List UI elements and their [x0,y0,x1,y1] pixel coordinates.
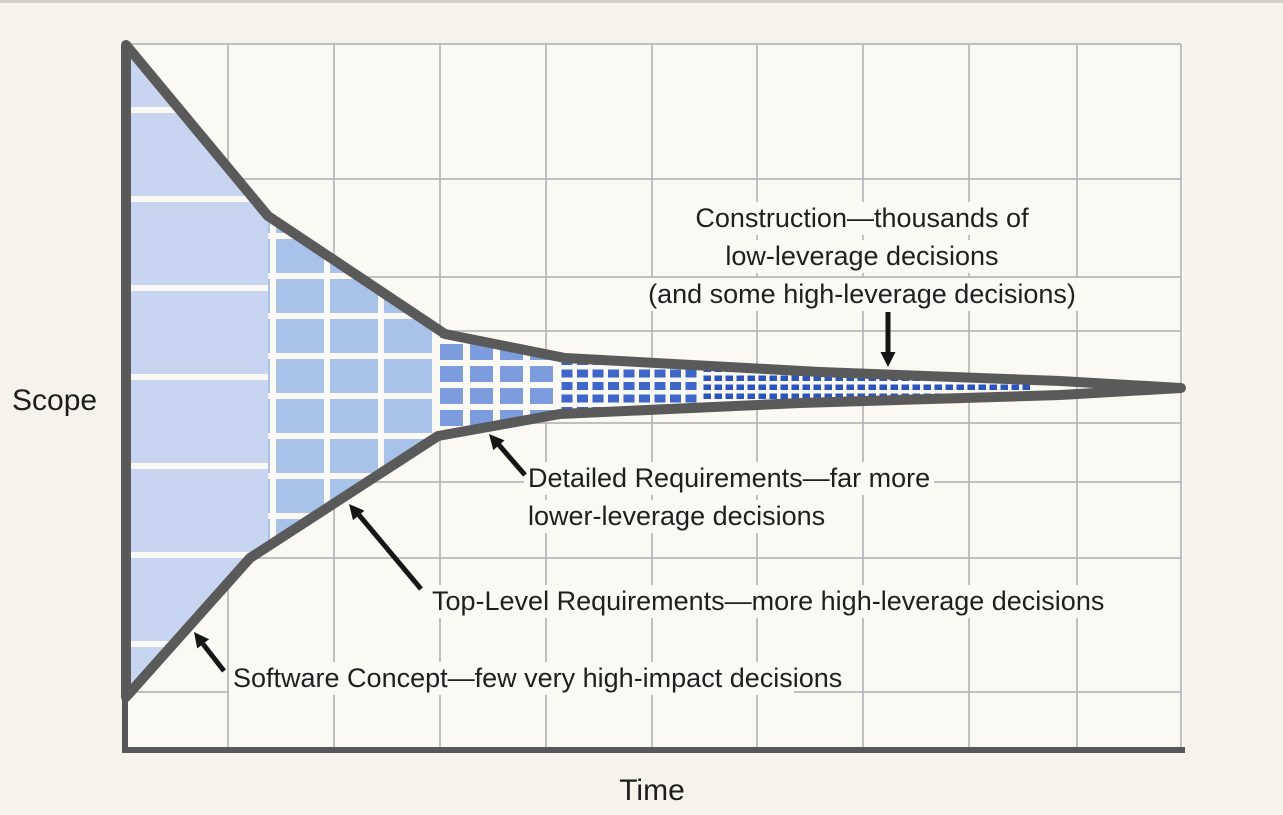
construction-label-line2: low-leverage decisions [725,241,998,271]
software-concept-label: Software Concept—few very high-impact de… [233,663,842,693]
construction-label-line3: (and some high-leverage decisions) [648,279,1076,309]
annotation-construction: Construction—thousands of low-leverage d… [648,203,1076,367]
annotation-detailed-requirements: Detailed Requirements—far more lower-lev… [489,434,930,531]
y-axis-label: Scope [12,384,97,417]
construction-label-line1: Construction—thousands of [695,203,1029,233]
software-concept-arrow [194,632,226,673]
detailed-requirements-label-line1: Detailed Requirements—far more [528,463,930,493]
top-level-requirements-arrow [349,504,423,591]
y-axis [122,42,128,753]
top-level-requirements-label: Top-Level Requirements—more high-leverag… [432,586,1104,616]
detailed-requirements-arrow [489,434,527,477]
annotation-whiteouts [229,202,1095,695]
scan-edge-artifact [0,0,1283,3]
funnel-outline-band [121,40,1186,702]
construction-arrow [880,312,896,367]
x-axis-label: Time [619,774,685,807]
detailed-requirements-label-line2: lower-leverage decisions [528,501,825,531]
annotation-top-level-requirements: Top-Level Requirements—more high-leverag… [349,504,1104,616]
x-axis [122,747,1185,753]
annotation-software-concept: Software Concept—few very high-impact de… [194,632,842,693]
